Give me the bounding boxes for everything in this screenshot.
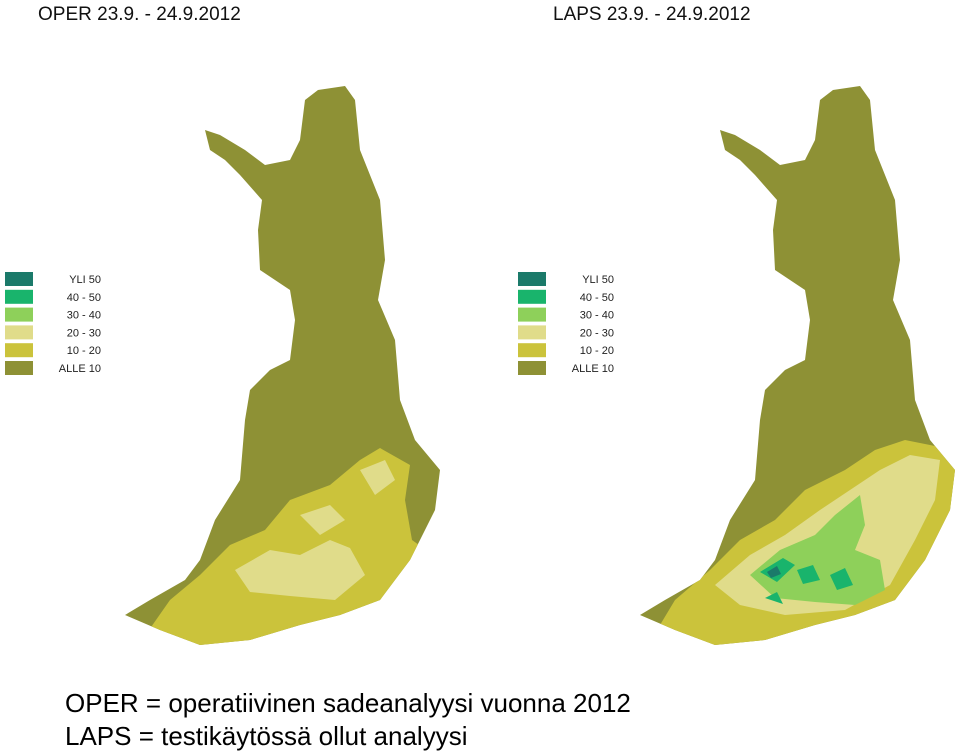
map-title: OPER 23.9. - 24.9.2012 (38, 4, 241, 25)
legend: YLI 50 40 - 50 30 - 40 20 - 30 10 - 20 ALLE 1… (5, 272, 101, 375)
legend-swatch (5, 289, 33, 304)
legend: YLI 50 40 - 50 30 - 40 20 - 30 10 - 20 ALLE 1… (518, 272, 614, 375)
map-title: LAPS 23.9. - 24.9.2012 (553, 4, 751, 25)
region (760, 558, 853, 604)
legend-label: 10 - 20 (580, 345, 614, 357)
legend-swatch (518, 272, 546, 286)
legend-label: 40 - 50 (67, 292, 101, 304)
region (750, 495, 885, 605)
legend-label: 20 - 30 (580, 327, 614, 339)
legend-swatch (518, 325, 546, 340)
map-laps (640, 86, 955, 645)
legend-label: 30 - 40 (67, 310, 101, 322)
legend-label: 10 - 20 (67, 345, 101, 357)
legend-swatch (5, 307, 33, 322)
legend-label: 30 - 40 (580, 310, 614, 322)
legend-swatch (518, 343, 546, 358)
legend-label: 20 - 30 (67, 327, 101, 339)
legend-swatch (518, 361, 546, 375)
legend-swatch (5, 361, 33, 375)
legend-swatch (5, 325, 33, 340)
legend-label: YLI 50 (69, 274, 101, 286)
legend-swatch (5, 343, 33, 358)
legend-label: ALLE 10 (59, 363, 101, 375)
legend-label: YLI 50 (582, 274, 614, 286)
legend-swatch (5, 272, 33, 286)
legend-label: 40 - 50 (580, 292, 614, 304)
legend-swatch (518, 307, 546, 322)
legend-swatch (518, 289, 546, 304)
caption-line: LAPS = testikäytössä ollut analyysi (65, 721, 467, 751)
region (767, 566, 781, 578)
legend-label: ALLE 10 (572, 363, 614, 375)
map-oper (125, 86, 440, 645)
caption-line: OPER = operatiivinen sadeanalyysi vuonna… (65, 688, 631, 718)
region (235, 460, 395, 600)
